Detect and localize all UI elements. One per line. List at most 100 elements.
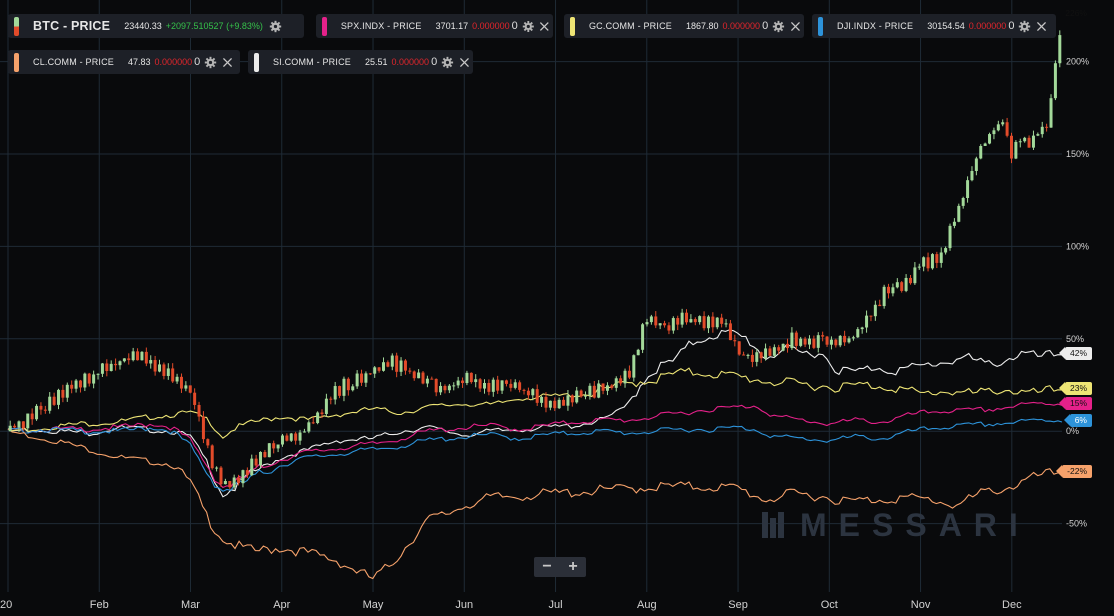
btc-candle bbox=[970, 170, 974, 181]
btc-candle bbox=[13, 425, 17, 428]
gear-icon[interactable] bbox=[1018, 20, 1031, 33]
last-value-tag-dji: 6% bbox=[1063, 413, 1092, 427]
btc-candle bbox=[280, 435, 284, 445]
gear-icon[interactable] bbox=[269, 20, 282, 33]
legend-change-pct: (+9.83%) bbox=[226, 21, 263, 31]
btc-candle bbox=[474, 379, 478, 383]
series-line-si bbox=[7, 329, 1063, 498]
btc-candle bbox=[403, 360, 407, 371]
btc-candle bbox=[619, 378, 623, 384]
btc-candle bbox=[860, 327, 864, 330]
gear-icon[interactable] bbox=[772, 20, 785, 33]
btc-candle bbox=[645, 322, 649, 325]
legend-cl[interactable]: CL.COMM - PRICE 47.83 0.000000 0 bbox=[8, 50, 240, 74]
btc-candle bbox=[285, 435, 289, 441]
btc-candle bbox=[158, 364, 162, 372]
btc-candle bbox=[1058, 35, 1062, 64]
btc-candle bbox=[487, 382, 491, 392]
btc-candle bbox=[311, 422, 315, 424]
btc-candle bbox=[1045, 126, 1049, 128]
btc-candle bbox=[237, 477, 241, 484]
btc-candle bbox=[904, 277, 908, 291]
series-line-cl bbox=[7, 428, 1063, 580]
btc-candle bbox=[996, 124, 1000, 131]
grid-lines bbox=[0, 0, 1062, 592]
last-value-tag-cl: -22% bbox=[1056, 465, 1092, 479]
btc-candle bbox=[179, 376, 183, 389]
btc-candle bbox=[193, 392, 197, 405]
gear-icon[interactable] bbox=[204, 56, 217, 69]
btc-candle bbox=[355, 373, 359, 387]
btc-candle bbox=[245, 470, 249, 476]
btc-candle bbox=[333, 386, 337, 400]
y-tick-label: 150% bbox=[1066, 149, 1089, 159]
y-tick-label: 200% bbox=[1066, 57, 1089, 67]
btc-candle bbox=[175, 376, 179, 382]
btc-candle bbox=[219, 467, 223, 485]
x-tick-label: Apr bbox=[273, 599, 290, 611]
legend-dji[interactable]: DJI.INDX - PRICE 30154.54 0.000000 0 bbox=[812, 14, 1056, 38]
btc-candle bbox=[302, 431, 306, 433]
btc-candle bbox=[952, 221, 956, 226]
btc-candle bbox=[737, 341, 741, 355]
close-icon[interactable] bbox=[221, 56, 234, 69]
btc-candle bbox=[988, 134, 992, 144]
legend-spx[interactable]: SPX.INDX - PRICE 3701.17 0.000000 0 bbox=[316, 14, 553, 38]
btc-candle bbox=[584, 395, 588, 397]
btc-candle bbox=[742, 354, 746, 356]
x-tick-label: 20 bbox=[0, 599, 12, 611]
btc-candle bbox=[939, 252, 943, 263]
zoom-out-button[interactable]: − bbox=[542, 558, 552, 575]
btc-candle bbox=[579, 390, 583, 397]
btc-candle bbox=[373, 367, 377, 374]
y-axis-labels: -50% 0% 50% 100% 150% 200% bbox=[1066, 57, 1089, 529]
close-icon[interactable] bbox=[538, 20, 551, 33]
btc-candle bbox=[206, 439, 210, 446]
close-icon[interactable] bbox=[789, 20, 802, 33]
legend-gc[interactable]: GC.COMM - PRICE 1867.80 0.000000 0 bbox=[564, 14, 804, 38]
btc-candles bbox=[8, 30, 1062, 490]
btc-candle bbox=[922, 257, 926, 267]
btc-candle bbox=[983, 143, 987, 146]
btc-candle bbox=[434, 378, 438, 393]
btc-candle bbox=[843, 335, 847, 343]
btc-candle bbox=[930, 254, 934, 269]
gear-icon[interactable] bbox=[441, 56, 454, 69]
btc-candle bbox=[241, 470, 245, 484]
btc-candle bbox=[61, 389, 65, 398]
btc-candle bbox=[17, 421, 21, 428]
btc-candle bbox=[513, 382, 517, 388]
btc-candle bbox=[100, 363, 104, 374]
legend-si[interactable]: SI.COMM - PRICE 25.51 0.000000 0 bbox=[248, 50, 473, 74]
btc-candle bbox=[351, 386, 355, 391]
btc-candle bbox=[26, 413, 30, 429]
close-icon[interactable] bbox=[1035, 20, 1048, 33]
btc-candle bbox=[887, 286, 891, 294]
close-icon[interactable] bbox=[458, 56, 471, 69]
legend-btc[interactable]: BTC - PRICE 23440.33 +2097.510527 (+9.83… bbox=[8, 14, 304, 38]
x-tick-label: Sep bbox=[728, 599, 748, 611]
btc-candle bbox=[702, 316, 706, 329]
btc-candle bbox=[425, 378, 429, 384]
zoom-in-button[interactable]: + bbox=[568, 558, 578, 575]
btc-candle bbox=[1031, 135, 1035, 148]
btc-candle bbox=[39, 405, 43, 410]
btc-candle bbox=[461, 380, 465, 384]
btc-candle bbox=[504, 380, 508, 384]
x-tick-label: Nov bbox=[911, 599, 931, 611]
x-tick-label: Oct bbox=[821, 599, 838, 611]
btc-candle bbox=[197, 404, 201, 417]
btc-candle bbox=[979, 145, 983, 159]
btc-candle bbox=[746, 354, 750, 356]
btc-candle bbox=[838, 335, 842, 346]
gear-icon[interactable] bbox=[522, 20, 535, 33]
btc-candle bbox=[127, 358, 131, 361]
legend-change: 0.000000 bbox=[391, 57, 430, 67]
legend-zero: 0 bbox=[1008, 20, 1015, 32]
btc-candle bbox=[847, 338, 851, 343]
legend-change: 0.000000 bbox=[968, 21, 1007, 31]
btc-candle bbox=[496, 379, 500, 391]
btc-candle bbox=[535, 389, 539, 403]
btc-candle bbox=[728, 323, 732, 341]
last-value-tag-gc: 23% bbox=[1058, 382, 1092, 396]
